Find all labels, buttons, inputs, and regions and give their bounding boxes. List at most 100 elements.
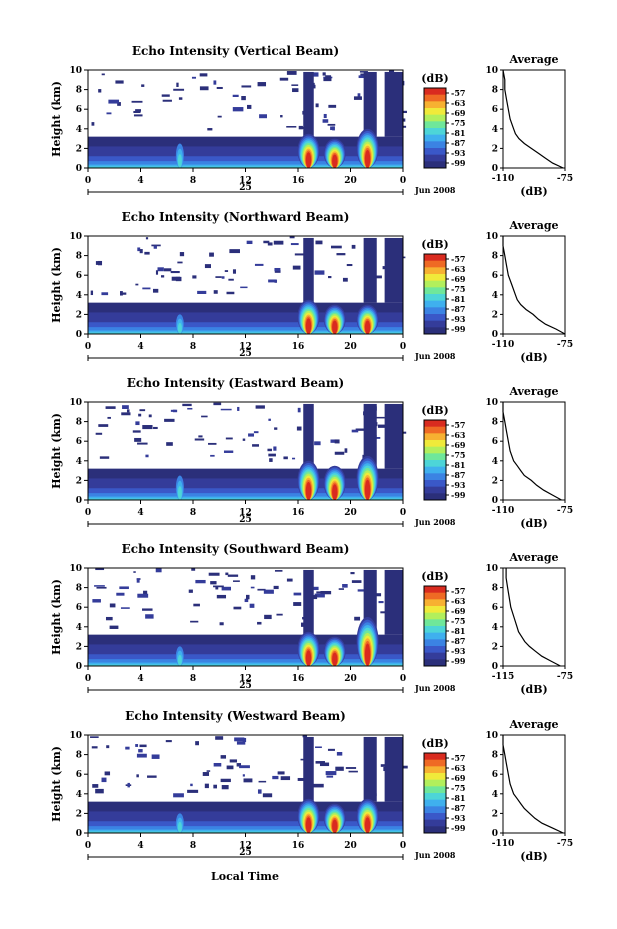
echo-speck	[348, 770, 358, 773]
echo-speck	[155, 270, 159, 275]
echo-speck	[208, 572, 220, 576]
echo-speck	[355, 428, 366, 431]
echo-speck	[225, 572, 229, 576]
echo-speck	[136, 753, 147, 758]
echo-speck	[402, 110, 407, 114]
echo-speck	[162, 99, 172, 102]
colorbar-tick-label: -81	[451, 626, 465, 636]
echo-speck	[334, 439, 340, 444]
echo-speck	[229, 249, 240, 254]
echo-speck	[257, 82, 267, 87]
echo-speck	[94, 585, 105, 587]
echo-speck	[232, 107, 244, 112]
y-tick-label: 6	[76, 437, 82, 447]
profile-y-tick-label: 6	[492, 271, 498, 281]
y-tick-label: 8	[76, 751, 82, 761]
colorbar-label: (dB)	[421, 72, 448, 85]
echo-layer	[88, 164, 403, 168]
echo-speck	[144, 251, 150, 255]
echo-layer	[88, 330, 403, 334]
echo-column	[363, 403, 377, 469]
echo-speck	[141, 84, 145, 87]
echo-speck	[353, 96, 362, 100]
echo-speck	[315, 240, 323, 245]
echo-cell	[332, 654, 337, 667]
profile-line	[505, 568, 561, 667]
echo-speck	[139, 744, 147, 748]
panel-3: Echo Intensity (Southward Beam) Height (k…	[50, 542, 573, 696]
x-tick-label: 8	[190, 841, 196, 851]
echo-speck	[239, 765, 250, 769]
colorbar-segment	[424, 114, 446, 122]
echo-speck	[106, 745, 110, 749]
colorbar-frame	[423, 419, 447, 501]
echo-speck	[345, 767, 357, 769]
echo-speck	[336, 253, 346, 256]
echo-speck	[377, 424, 387, 428]
colorbar-segment	[424, 101, 446, 109]
echo-speck	[233, 606, 242, 610]
echo-layer	[88, 662, 403, 666]
echo-speck	[246, 594, 250, 600]
echo-speck	[213, 585, 224, 588]
echo-speck	[133, 110, 141, 114]
echo-speck	[257, 789, 262, 794]
colorbar-segment	[424, 493, 446, 501]
echo-speck	[351, 244, 356, 249]
colorbar-tick-label: -93	[451, 480, 466, 490]
echo-speck	[274, 427, 278, 430]
echo-speck	[219, 622, 224, 626]
echo-speck	[92, 599, 101, 603]
colorbar-label: (dB)	[421, 737, 448, 750]
echo-speck	[326, 775, 334, 778]
echo-layer	[88, 664, 403, 666]
echo-speck	[242, 774, 245, 777]
x-tick-label: 0	[400, 508, 406, 518]
echo-speck	[221, 785, 229, 790]
echo-column	[384, 403, 403, 469]
y-tick-label: 4	[76, 457, 82, 467]
x-tick-label: 8	[190, 508, 196, 518]
echo-speck	[190, 783, 193, 787]
y-tick-label: 8	[76, 86, 82, 96]
colorbar-segment	[424, 121, 446, 129]
echo-column	[363, 71, 377, 137]
echo-speck	[292, 88, 299, 93]
echo-speck	[176, 82, 179, 87]
echo-speck	[220, 778, 231, 783]
echo-speck	[194, 438, 205, 441]
colorbar-segment	[424, 759, 446, 767]
profile-y-tick-label: 10	[485, 731, 498, 741]
profile-y-tick-label: 6	[492, 770, 498, 780]
echo-speck	[292, 457, 296, 460]
heatmap-area	[88, 402, 407, 501]
echo-speck	[274, 267, 281, 272]
echo-speck	[344, 448, 348, 453]
x-tick-label: 12	[239, 674, 252, 684]
colorbar-segment	[424, 626, 446, 634]
panel-title: Echo Intensity (Northward Beam)	[122, 210, 350, 224]
echo-layer	[88, 166, 403, 168]
echo-speck	[213, 762, 222, 767]
day-label: 25	[239, 515, 252, 525]
echo-speck	[359, 71, 368, 73]
y-tick-label: 0	[76, 496, 82, 506]
echo-speck	[335, 766, 344, 771]
colorbar-segment	[424, 128, 446, 136]
heatmap-area	[88, 568, 403, 667]
echo-speck	[248, 433, 255, 437]
echo-speck	[142, 425, 153, 430]
profile-y-tick-label: 0	[492, 330, 498, 340]
echo-speck	[253, 431, 259, 434]
x-tick-label: 0	[85, 508, 91, 518]
colorbar-segment	[424, 652, 446, 660]
colorbar-segment	[424, 260, 446, 268]
profile-x-tick-label: -115	[492, 672, 515, 682]
colorbar-segment	[424, 446, 446, 454]
profile-y-tick-label: 10	[485, 66, 498, 76]
colorbar-label: (dB)	[421, 570, 448, 583]
echo-speck	[173, 88, 185, 91]
colorbar-tick-label: -99	[451, 490, 466, 500]
echo-speck	[120, 607, 130, 609]
profile-x-tick-label: -75	[557, 340, 573, 350]
